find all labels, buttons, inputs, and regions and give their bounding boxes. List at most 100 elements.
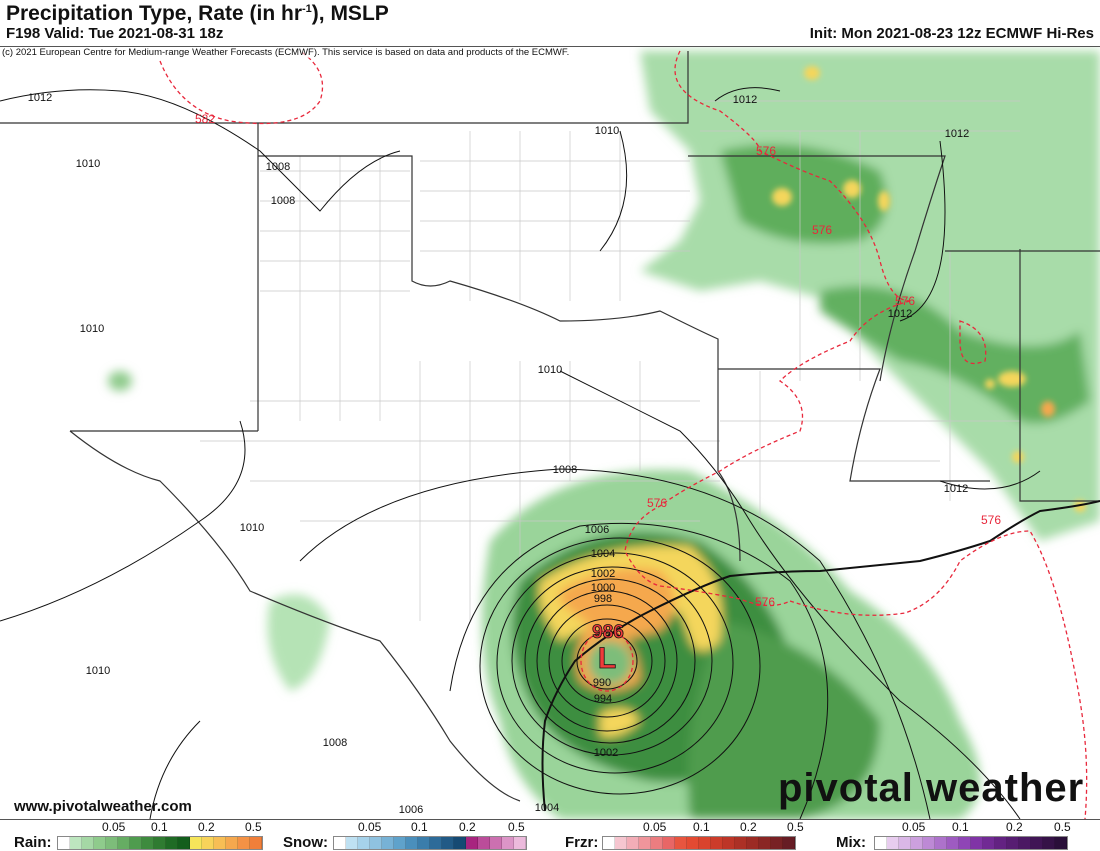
legend-swatch [346, 837, 358, 849]
isobar-label: 1010 [240, 522, 264, 534]
legend-swatch [82, 837, 94, 849]
legend-swatch [675, 837, 687, 849]
isobar-label: 1010 [538, 364, 562, 376]
legend-tick: 0.2 [459, 820, 476, 834]
legend-swatch [723, 837, 735, 849]
legend-swatch [454, 837, 466, 849]
legend-swatch [442, 837, 454, 849]
isobar-label: 1002 [591, 568, 615, 580]
isobar-label: 1010 [76, 158, 100, 170]
legend-swatch [1031, 837, 1043, 849]
legend-swatch [783, 837, 795, 849]
legend-swatch [142, 837, 154, 849]
legend-tick: 0.2 [198, 820, 215, 834]
isobar-label: 1008 [553, 464, 577, 476]
isobar-label: 1012 [28, 92, 52, 104]
legend-swatch [514, 837, 526, 849]
legend-swatch [875, 837, 887, 849]
legend-swatch [603, 837, 615, 849]
legend-tick: 0.1 [693, 820, 710, 834]
legend-swatch [238, 837, 250, 849]
legend-swatch [923, 837, 935, 849]
precip-legend: Rain: 0.05 0.1 0.2 0.5 Snow: 0.05 0.1 0.… [0, 818, 1100, 850]
legend-swatch [394, 837, 406, 849]
legend-swatch [358, 837, 370, 849]
legend-swatch [94, 837, 106, 849]
legend-tick: 0.05 [902, 820, 925, 834]
legend-swatch [615, 837, 627, 849]
thickness-label: 576 [755, 595, 775, 609]
legend-swatch [699, 837, 711, 849]
legend-snow-label: Snow: [283, 834, 328, 851]
legend-swatch [106, 837, 118, 849]
legend-swatch [995, 837, 1007, 849]
legend-tick: 0.5 [787, 820, 804, 834]
legend-swatch [478, 837, 490, 849]
legend-swatch [58, 837, 70, 849]
legend-tick: 0.5 [1054, 820, 1071, 834]
isobar-label: 1012 [945, 128, 969, 140]
init-time: Init: Mon 2021-08-23 12z ECMWF Hi-Res [810, 25, 1094, 42]
thickness-label: 576 [647, 496, 667, 510]
isobar-label: 1010 [595, 125, 619, 137]
legend-swatch [418, 837, 430, 849]
legend-swatch [430, 837, 442, 849]
legend-swatch [959, 837, 971, 849]
legend-rain-bar [57, 836, 263, 850]
isobar-label: 994 [594, 693, 612, 705]
legend-swatch [370, 837, 382, 849]
legend-frzr-bar [602, 836, 796, 850]
isobar-label: 1002 [594, 747, 618, 759]
low-pressure-value: 986 [592, 622, 624, 643]
legend-swatch [747, 837, 759, 849]
legend-swatch [202, 837, 214, 849]
legend-tick: 0.05 [358, 820, 381, 834]
isobar-label: 1006 [399, 804, 423, 816]
legend-swatch [711, 837, 723, 849]
legend-tick: 0.5 [245, 820, 262, 834]
valid-time: F198 Valid: Tue 2021-08-31 18z [6, 25, 223, 42]
isobar-label: 1008 [266, 161, 290, 173]
legend-swatch [466, 837, 478, 849]
thickness-label: 576 [812, 223, 832, 237]
legend-swatch [947, 837, 959, 849]
isobar-label: 1012 [733, 94, 757, 106]
legend-swatch [911, 837, 923, 849]
legend-swatch [178, 837, 190, 849]
legend-swatch [154, 837, 166, 849]
legend-swatch [334, 837, 346, 849]
legend-swatch [226, 837, 238, 849]
legend-swatch [651, 837, 663, 849]
legend-tick: 0.2 [1006, 820, 1023, 834]
legend-swatch [971, 837, 983, 849]
map-title: Precipitation Type, Rate (in hr-1), MSLP [6, 2, 389, 26]
legend-swatch [1055, 837, 1067, 849]
copyright-notice: (c) 2021 European Centre for Medium-rang… [2, 47, 569, 58]
legend-swatch [70, 837, 82, 849]
legend-swatch [735, 837, 747, 849]
legend-tick: 0.1 [151, 820, 168, 834]
low-pressure-symbol: L [598, 642, 616, 675]
isobar-label: 1010 [80, 323, 104, 335]
legend-swatch [759, 837, 771, 849]
legend-tick: 0.1 [411, 820, 428, 834]
isobar-label: 1010 [86, 665, 110, 677]
legend-frzr-label: Frzr: [565, 834, 598, 851]
legend-swatch [406, 837, 418, 849]
legend-swatch [935, 837, 947, 849]
legend-swatch [214, 837, 226, 849]
legend-swatch [771, 837, 783, 849]
isobar-label: 990 [593, 677, 611, 689]
thickness-label: 576 [756, 144, 776, 158]
isobar-label: 1008 [271, 195, 295, 207]
legend-swatch [490, 837, 502, 849]
thickness-label: 582 [195, 112, 215, 126]
legend-tick: 0.05 [643, 820, 666, 834]
legend-swatch [190, 837, 202, 849]
thickness-label: 576 [895, 294, 915, 308]
website-link[interactable]: www.pivotalweather.com [14, 798, 192, 815]
legend-swatch [502, 837, 514, 849]
isobar-label: 1006 [585, 524, 609, 536]
legend-swatch [627, 837, 639, 849]
legend-swatch [166, 837, 178, 849]
